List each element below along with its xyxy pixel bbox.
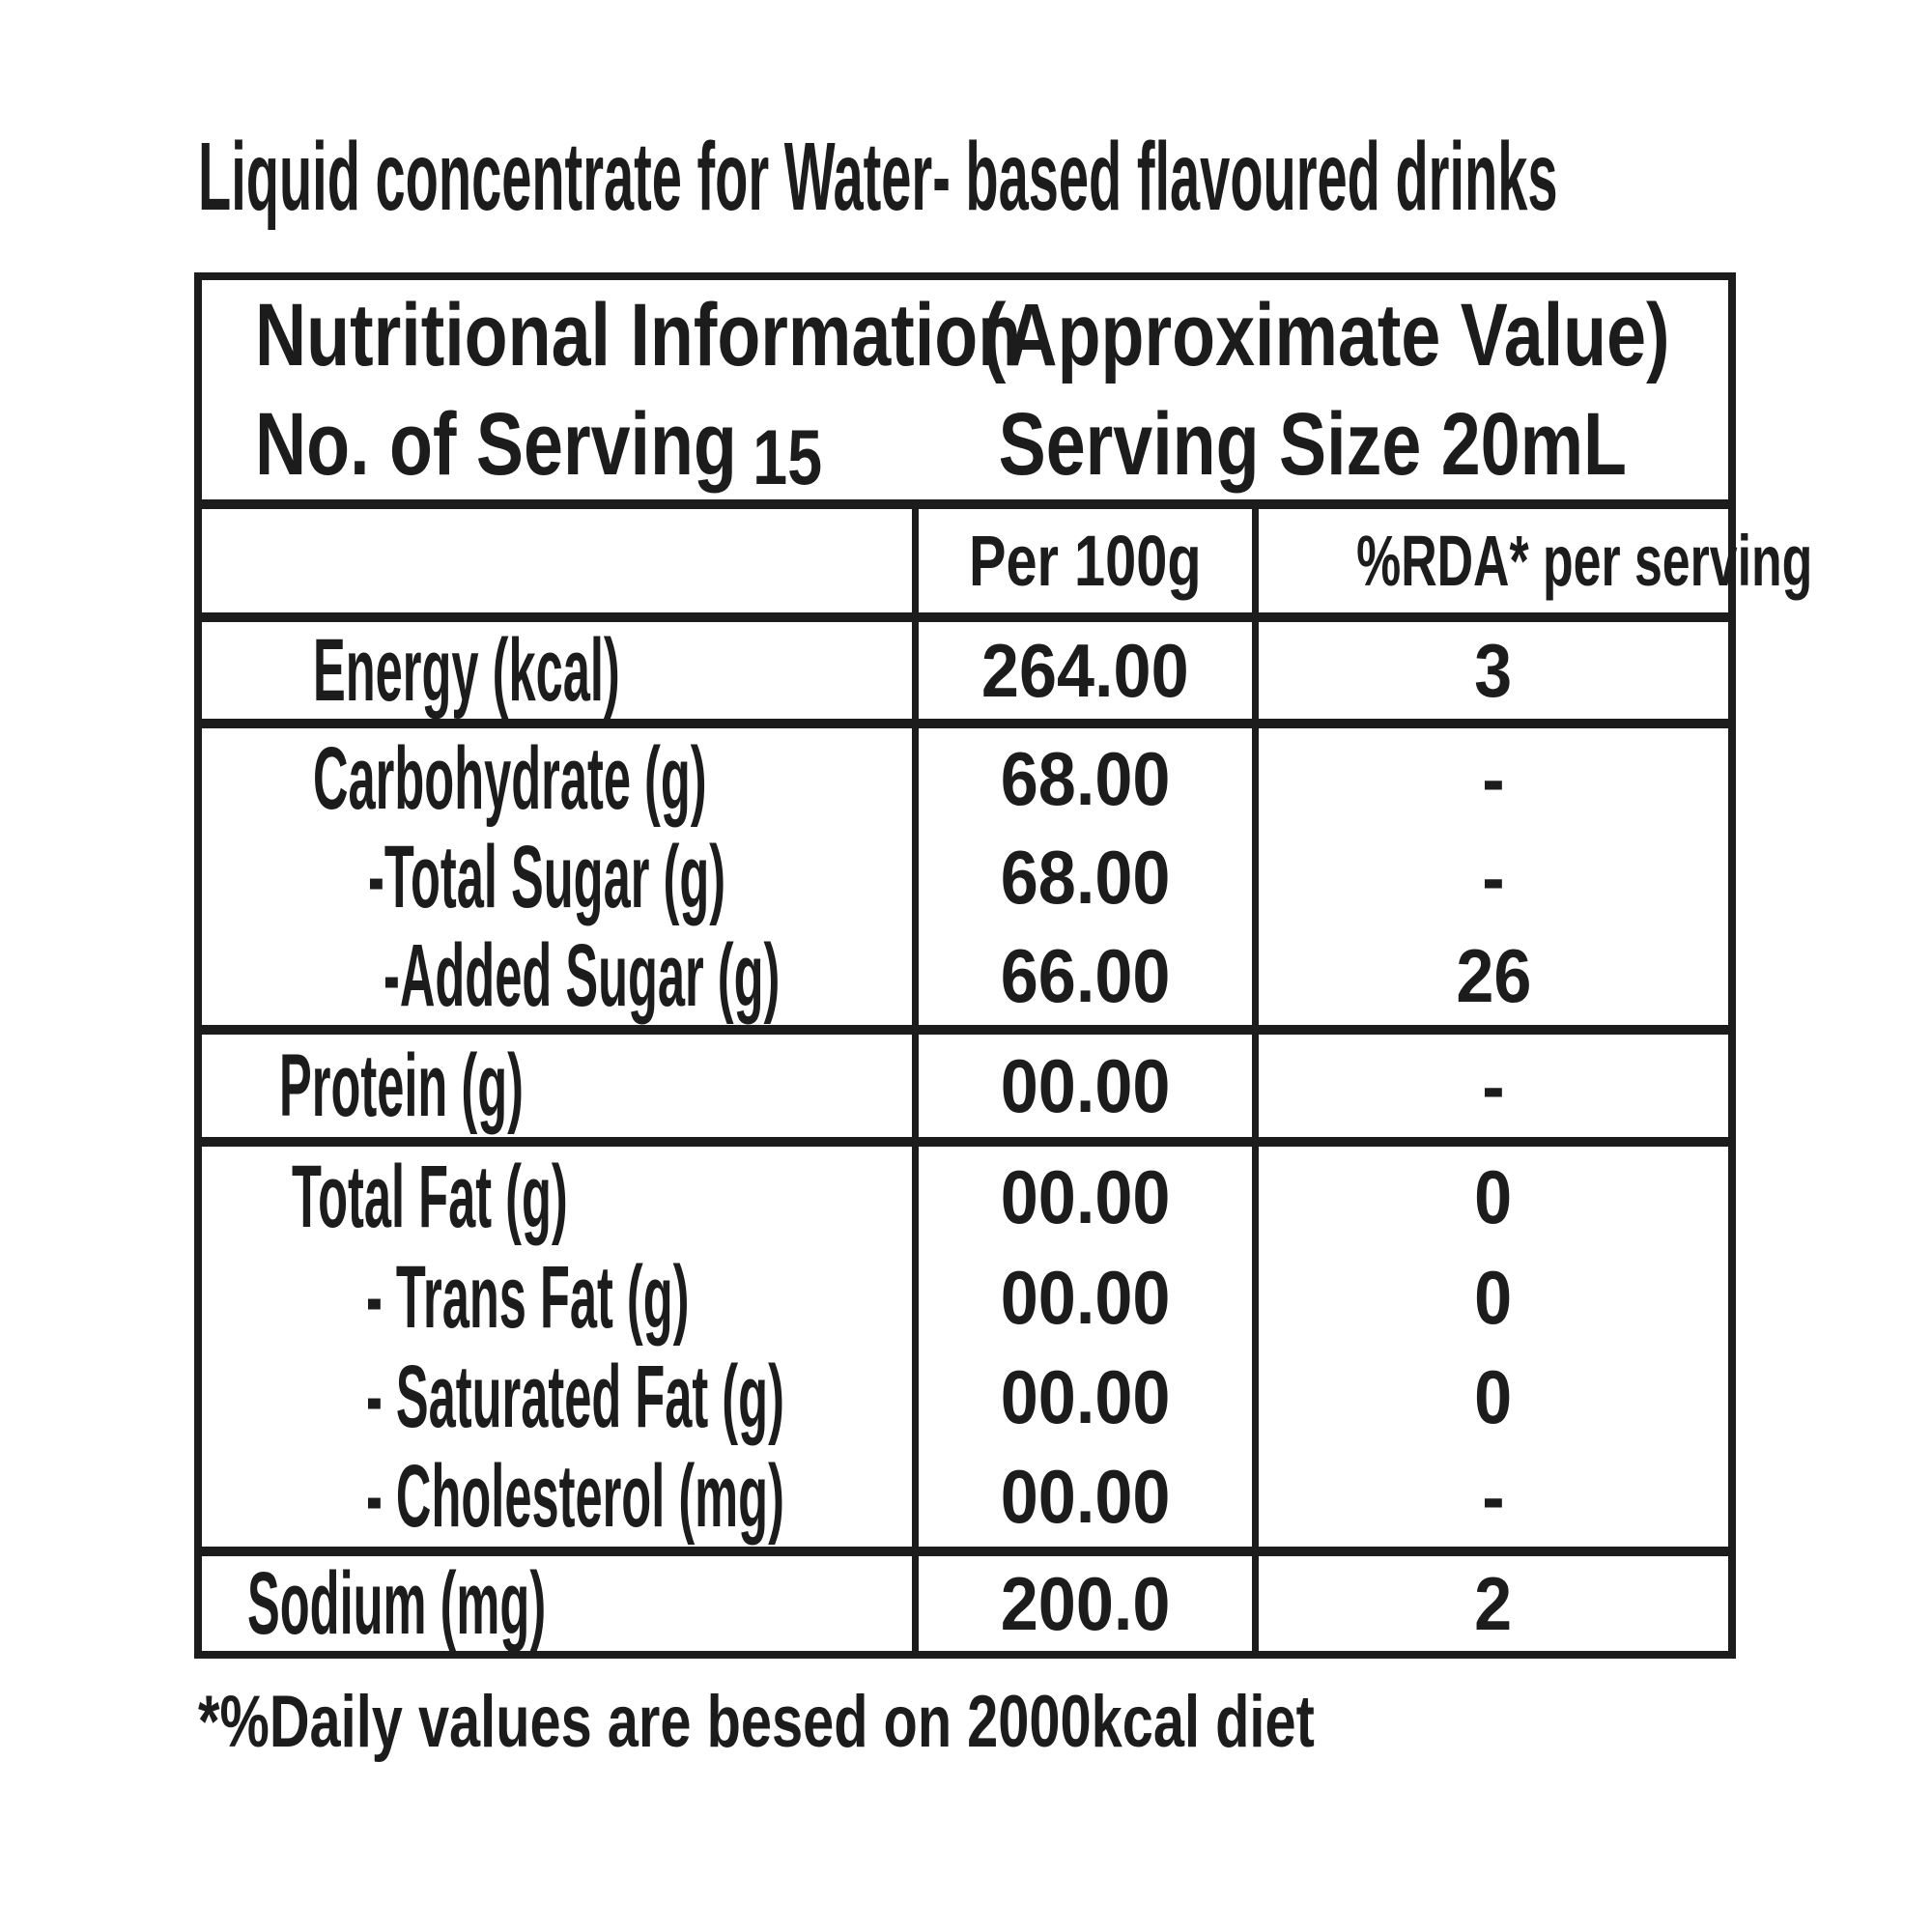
- table-row-saturated-fat: - Saturated Fat (g) 00.00 0: [202, 1347, 1728, 1446]
- table-row-total-sugar: -Total Sugar (g) 68.00 -: [202, 828, 1728, 926]
- fat-section: Total Fat (g) 00.00 0 - Trans Fat (g) 00…: [202, 1137, 1728, 1547]
- table-row-cholesterol: - Cholesterol (mg) 00.00 -: [202, 1446, 1728, 1547]
- cell-label: -Total Sugar (g): [368, 828, 726, 926]
- nutrition-table: Nutritional Information (Approximate Val…: [194, 272, 1812, 1659]
- product-type-title: Liquid concentrate for Water- based flav…: [198, 124, 1932, 230]
- cell-per100: 264.00: [912, 622, 1252, 719]
- cell-per100: 00.00: [912, 1446, 1252, 1547]
- table-row-energy: Energy (kcal) 264.00 3: [202, 622, 1728, 719]
- table-row-total-fat: Total Fat (g) 00.00 0: [202, 1147, 1728, 1247]
- header-approximate-value: (Approximate Value): [982, 285, 1670, 384]
- header-line-1: Nutritional Information (Approximate Val…: [202, 280, 1728, 390]
- cell-per100: 66.00: [912, 926, 1252, 1025]
- table-row-trans-fat: - Trans Fat (g) 00.00 0: [202, 1247, 1728, 1347]
- cell-rda: 0: [1252, 1347, 1728, 1446]
- product-type-title-text: Liquid concentrate for Water- based flav…: [198, 123, 1558, 231]
- protein-section: Protein (g) 00.00 -: [202, 1025, 1728, 1137]
- daily-values-footnote: *%Daily values are besed on 2000kcal die…: [198, 1679, 1667, 1766]
- cell-rda: 3: [1252, 622, 1728, 719]
- table-header-section: Nutritional Information (Approximate Val…: [202, 280, 1728, 499]
- cell-rda: -: [1252, 828, 1728, 926]
- cell-per100: 68.00: [912, 828, 1252, 926]
- cell-per100: 00.00: [912, 1247, 1252, 1347]
- cell-rda: 0: [1252, 1247, 1728, 1347]
- cell-rda: -: [1252, 1446, 1728, 1547]
- cell-per100: 200.0: [912, 1556, 1252, 1651]
- column-header-row: Per 100g %RDA* per serving: [202, 509, 1812, 612]
- cell-label: Energy (kcal): [313, 621, 620, 720]
- cell-label: - Saturated Fat (g): [366, 1347, 784, 1446]
- sodium-section: Sodium (mg) 200.0 2: [202, 1547, 1728, 1651]
- energy-section: Energy (kcal) 264.00 3: [202, 612, 1728, 719]
- header-title: Nutritional Information: [255, 285, 1022, 384]
- cell-label: Sodium (mg): [247, 1554, 547, 1653]
- servings-group: No. of Serving 15: [255, 400, 822, 497]
- cell-per100: 00.00: [912, 1035, 1252, 1137]
- table-row-sodium: Sodium (mg) 200.0 2: [202, 1556, 1728, 1651]
- cell-label: Total Fat (g): [292, 1148, 568, 1246]
- cell-rda: -: [1252, 1035, 1728, 1137]
- servings-count: 15: [753, 413, 823, 501]
- column-header-blank: [202, 509, 912, 612]
- cell-rda: 0: [1252, 1147, 1728, 1247]
- cell-label: Protein (g): [279, 1037, 524, 1135]
- column-header-rda: %RDA* per serving: [1252, 509, 1910, 612]
- carbohydrate-section: Carbohydrate (g) 68.00 - -Total Sugar (g…: [202, 719, 1728, 1025]
- cell-rda: 26: [1252, 926, 1728, 1025]
- column-header-section: Per 100g %RDA* per serving: [202, 499, 1812, 612]
- daily-values-footnote-text: *%Daily values are besed on 2000kcal die…: [198, 1681, 1315, 1763]
- cell-label: -Added Sugar (g): [384, 926, 781, 1025]
- cell-per100: 00.00: [912, 1147, 1252, 1247]
- cell-rda: -: [1252, 728, 1728, 828]
- table-row-protein: Protein (g) 00.00 -: [202, 1035, 1728, 1137]
- cell-label: - Cholesterol (mg): [366, 1447, 784, 1546]
- table-row-added-sugar: -Added Sugar (g) 66.00 26: [202, 926, 1728, 1025]
- cell-label: Carbohydrate (g): [313, 728, 707, 828]
- serving-size: Serving Size 20mL: [998, 395, 1627, 495]
- header-line-2: No. of Serving 15 Serving Size 20mL: [202, 390, 1728, 500]
- cell-rda: 2: [1252, 1556, 1728, 1651]
- cell-per100: 68.00: [912, 728, 1252, 828]
- cell-label: - Trans Fat (g): [366, 1247, 690, 1347]
- table-row-carbohydrate: Carbohydrate (g) 68.00 -: [202, 728, 1728, 828]
- table-body: Per 100g %RDA* per serving Energy (kcal)…: [202, 499, 1812, 1651]
- cell-per100: 00.00: [912, 1347, 1252, 1446]
- column-header-per100g: Per 100g: [912, 509, 1252, 612]
- servings-label: No. of Serving: [255, 395, 737, 495]
